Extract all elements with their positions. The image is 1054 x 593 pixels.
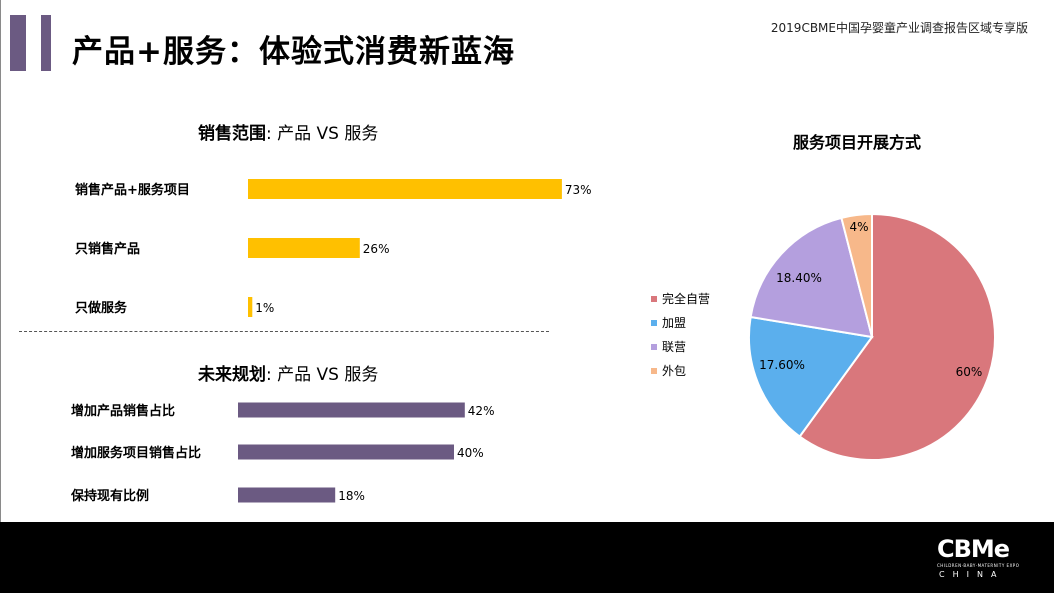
section-divider <box>19 331 549 332</box>
charts-canvas: 销售产品+服务项目 73% 只销售产品 26% 只做服务 1% 增加产品销售占比 42% 增加服… <box>70 133 996 504</box>
bar-value-label: 40% <box>457 446 484 460</box>
title-accent-bar-thin <box>41 15 51 71</box>
bar-value-label: 73% <box>565 183 592 197</box>
legend-label: 联营 <box>662 340 686 354</box>
pie-slice-label: 4% <box>849 220 868 234</box>
future-plan-title: 未来规划: 产品 VS 服务 <box>198 360 378 385</box>
logo-tagline: CHILDREN·BABY·MATERNITY EXPO <box>937 563 1020 568</box>
bar-category-label: 增加产品销售占比 <box>71 403 175 419</box>
future-plan-title-bold: 未来规划 <box>198 365 266 385</box>
bar <box>248 179 562 199</box>
legend-swatch <box>651 368 657 374</box>
future-plan-title-rest: : 产品 VS 服务 <box>266 365 379 385</box>
legend-label: 完全自营 <box>662 291 710 306</box>
pie-slice-label: 18.40% <box>776 271 822 285</box>
legend-label: 加盟 <box>662 316 686 330</box>
logo-china: CHINA <box>939 570 1005 579</box>
logo-word: CBMe <box>937 535 1010 563</box>
bar-value-label: 42% <box>468 404 495 418</box>
legend-swatch <box>651 344 657 350</box>
title-accent-bar <box>10 15 26 71</box>
pie-title: 服务项目开展方式 <box>793 133 921 152</box>
cbme-logo: CBMe CHILDREN·BABY·MATERNITY EXPO CHINA <box>937 533 1033 583</box>
sales-scope-title-rest: : 产品 VS 服务 <box>266 124 379 144</box>
bar-category-label: 只销售产品 <box>75 241 140 257</box>
bar <box>238 487 336 503</box>
pie-slice-label: 60% <box>956 365 983 379</box>
bar <box>248 238 360 258</box>
bar-value-label: 18% <box>338 489 365 503</box>
bar-category-label: 增加服务项目销售占比 <box>71 445 201 461</box>
report-tag: 2019CBME中国孕婴童产业调查报告区域专享版 <box>770 21 1028 35</box>
bar <box>238 444 454 460</box>
bar-value-label: 26% <box>363 242 390 256</box>
sales-scope-title-bold: 销售范围 <box>198 124 266 144</box>
legend-label: 外包 <box>662 364 686 378</box>
pie-slice <box>749 216 874 339</box>
footer-band <box>0 522 1054 593</box>
bar <box>248 297 253 317</box>
bar <box>238 402 465 418</box>
bar-category-label: 销售产品+服务项目 <box>75 182 190 198</box>
legend-swatch <box>651 320 657 326</box>
left-rule <box>0 0 1 522</box>
pie-slice <box>748 315 874 438</box>
pie-slice <box>840 212 873 338</box>
bar-value-label: 1% <box>255 301 274 315</box>
legend-swatch <box>651 296 657 302</box>
pie-slice <box>798 212 996 461</box>
sales-scope-title: 销售范围: 产品 VS 服务 <box>198 119 378 144</box>
bar-category-label: 只做服务 <box>75 300 128 316</box>
page-title: 产品+服务：体验式消费新蓝海 <box>72 34 515 70</box>
pie-slice-label: 17.60% <box>759 358 805 372</box>
bar-category-label: 保持现有比例 <box>70 488 149 504</box>
